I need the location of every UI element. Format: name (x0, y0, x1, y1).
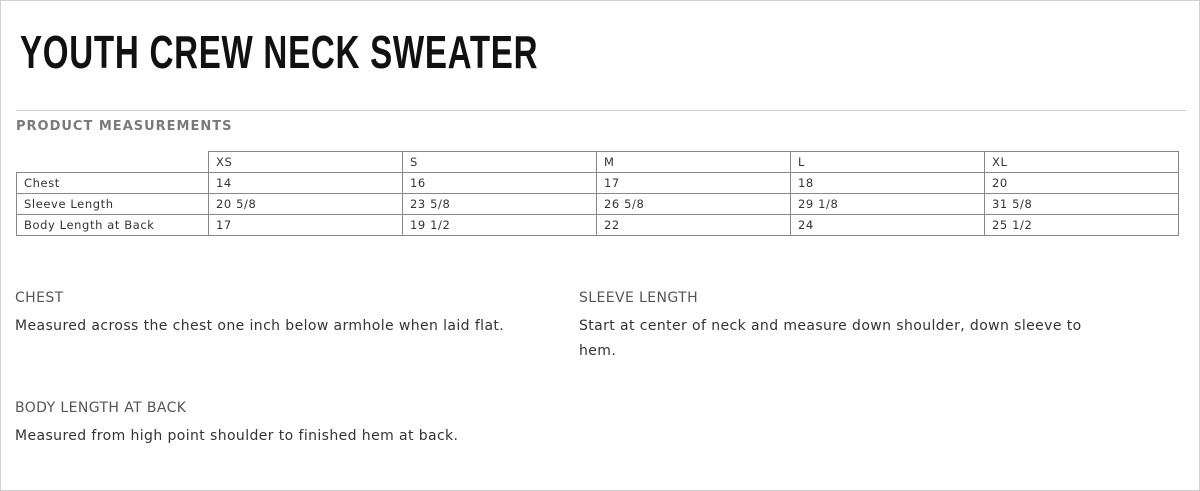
note-text: Measured across the chest one inch below… (15, 318, 505, 334)
cell: 17 (208, 214, 403, 236)
table-row: Body Length at Back 17 19 1/2 22 24 25 1… (16, 214, 1179, 236)
note-body-length: BODY LENGTH AT BACK Measured from high p… (15, 400, 555, 449)
row-label: Chest (16, 172, 209, 194)
cell: 19 1/2 (402, 214, 597, 236)
note-chest: CHEST Measured across the chest one inch… (15, 290, 555, 339)
cell: 16 (402, 172, 597, 194)
cell: 14 (208, 172, 403, 194)
note-heading: CHEST (15, 290, 64, 306)
cell: 23 5/8 (402, 193, 597, 215)
table-header-row: XS S M L XL (16, 151, 1179, 173)
note-text: Start at center of neck and measure down… (579, 318, 1082, 359)
cell: 18 (790, 172, 985, 194)
header-cell: M (596, 151, 791, 173)
cell: 20 (984, 172, 1179, 194)
note-sleeve-length: SLEEVE LENGTH Start at center of neck an… (579, 290, 1109, 364)
cell: 24 (790, 214, 985, 236)
measurements-table: XS S M L XL Chest 14 16 17 18 20 Sleeve … (16, 151, 1179, 236)
header-cell: S (402, 151, 597, 173)
note-heading: SLEEVE LENGTH (579, 290, 698, 306)
note-text: Measured from high point shoulder to fin… (15, 428, 459, 444)
table-row: Chest 14 16 17 18 20 (16, 172, 1179, 194)
page-title: YOUTH CREW NECK SWEATER (20, 26, 539, 78)
section-title: PRODUCT MEASUREMENTS (16, 119, 233, 134)
header-cell (16, 151, 209, 173)
cell: 22 (596, 214, 791, 236)
cell: 26 5/8 (596, 193, 791, 215)
note-heading: BODY LENGTH AT BACK (15, 400, 187, 416)
header-cell: L (790, 151, 985, 173)
cell: 29 1/8 (790, 193, 985, 215)
cell: 20 5/8 (208, 193, 403, 215)
cell: 31 5/8 (984, 193, 1179, 215)
row-label: Sleeve Length (16, 193, 209, 215)
cell: 25 1/2 (984, 214, 1179, 236)
divider (16, 110, 1186, 111)
header-cell: XS (208, 151, 403, 173)
table-row: Sleeve Length 20 5/8 23 5/8 26 5/8 29 1/… (16, 193, 1179, 215)
cell: 17 (596, 172, 791, 194)
header-cell: XL (984, 151, 1179, 173)
row-label: Body Length at Back (16, 214, 209, 236)
